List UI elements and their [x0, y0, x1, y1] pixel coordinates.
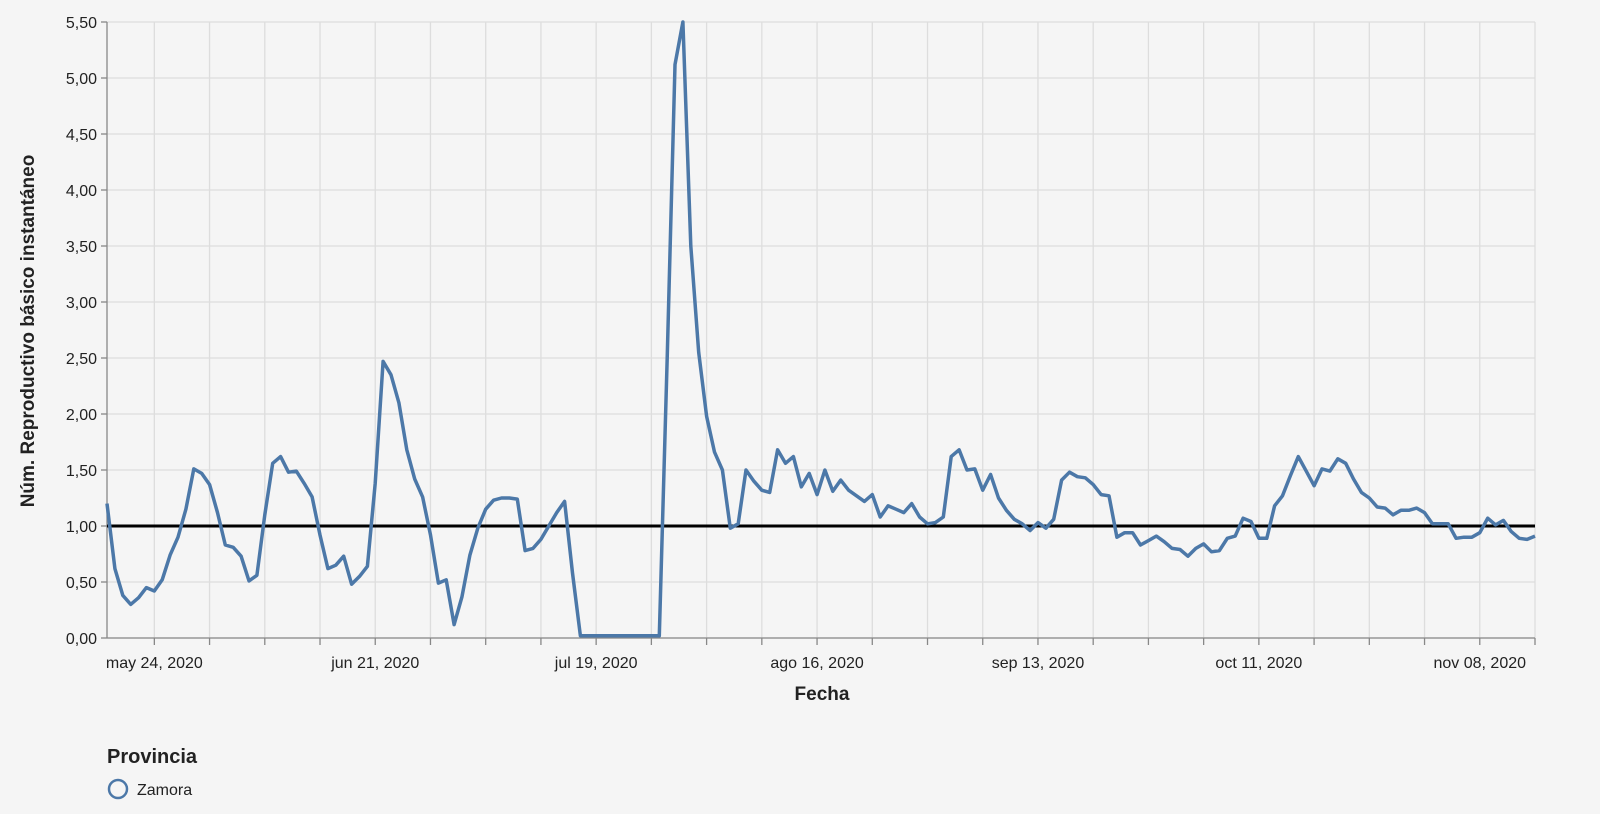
- legend: Provincia Zamora: [107, 746, 198, 800]
- series-line-zamora: [105, 20, 1536, 638]
- legend-label-zamora[interactable]: Zamora: [137, 782, 192, 799]
- x-tick-label: ago 16, 2020: [770, 655, 864, 672]
- y-tick-label: 2,50: [66, 351, 97, 368]
- y-tick-label: 1,50: [66, 463, 97, 480]
- y-tick-label: 3,50: [66, 239, 97, 256]
- y-tick-label: 4,50: [66, 127, 97, 144]
- y-tick-label: 3,00: [66, 295, 97, 312]
- y-tick-label: 0,50: [66, 575, 97, 592]
- x-axis: may 24, 2020 jun 21, 2020 jul 19, 2020 ago …: [106, 637, 1536, 672]
- x-axis-title: Fecha: [795, 684, 850, 705]
- y-tick-label: 5,00: [66, 71, 97, 88]
- x-tick-label: oct 11, 2020: [1215, 655, 1302, 672]
- y-axis: 0,00 0,50 1,00 1,50 2,00 2,50 3,00 3,50 4,00 4,50…: [66, 15, 108, 648]
- y-tick-label: 0,00: [66, 631, 97, 648]
- x-tick-label: jun 21, 2020: [330, 655, 419, 672]
- x-tick-label: may 24, 2020: [106, 655, 203, 672]
- legend-symbol-zamora[interactable]: [107, 778, 129, 800]
- y-tick-label: 2,00: [66, 407, 97, 424]
- y-axis-title: Núm. Reproductivo básico instantáneo: [18, 155, 39, 508]
- y-tick-label: 1,00: [66, 519, 97, 536]
- x-tick-label: nov 08, 2020: [1434, 655, 1527, 672]
- y-tick-label: 4,00: [66, 183, 97, 200]
- y-tick-label: 5,50: [66, 15, 97, 32]
- x-tick-label: jul 19, 2020: [554, 655, 638, 672]
- x-tick-label: sep 13, 2020: [992, 655, 1085, 672]
- legend-title: Provincia: [107, 746, 198, 768]
